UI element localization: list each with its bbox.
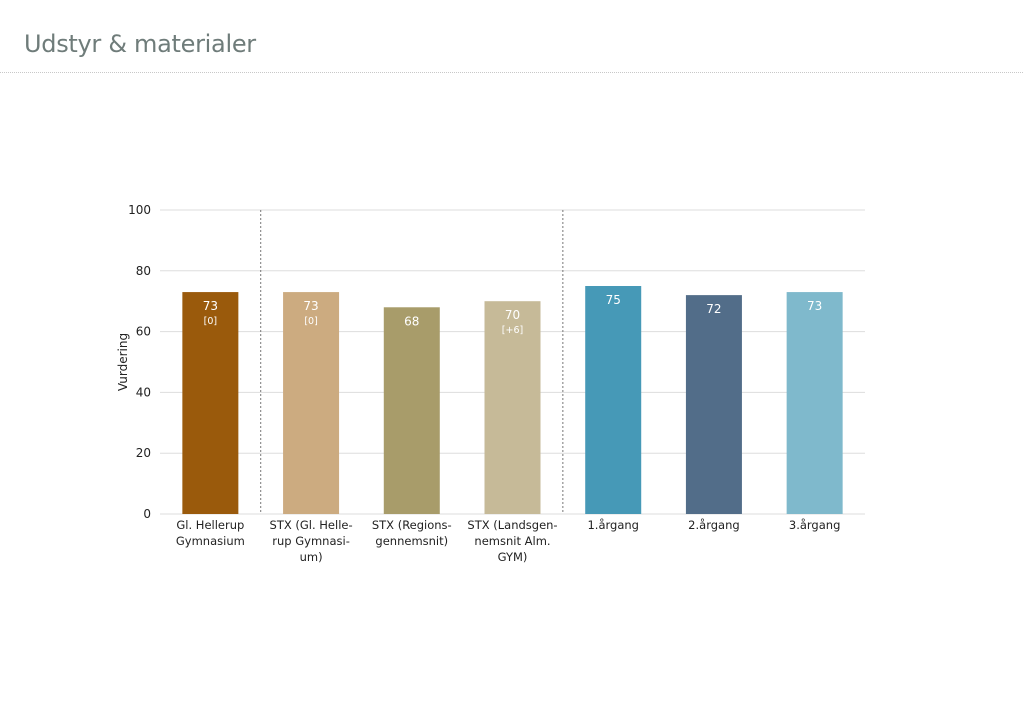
x-category-line: Gl. Hellerup [176, 518, 244, 532]
x-category-line: 1.årgang [587, 518, 638, 532]
y-tick-label: 0 [143, 507, 151, 521]
bar [182, 292, 239, 514]
y-tick-label: 20 [136, 446, 151, 460]
x-category-line: gennemsnit) [375, 534, 448, 548]
x-category-line: STX (Landsgen- [467, 518, 557, 532]
bar [786, 292, 843, 514]
y-tick-label: 60 [136, 325, 151, 339]
bar [283, 292, 340, 514]
bar-value-label: 70 [505, 308, 520, 322]
x-category-line: STX (Gl. Helle- [270, 518, 353, 532]
bar-change-label: [0] [204, 316, 217, 327]
x-category-label: STX (Regions-gennemsnit) [372, 518, 452, 548]
x-category-line: um) [300, 550, 323, 564]
x-category-label: 3.årgang [789, 518, 840, 532]
y-axis-label: Vurdering [116, 333, 130, 391]
x-category-line: 2.årgang [688, 518, 739, 532]
x-category-line: rup Gymnasi- [272, 534, 350, 548]
bar-value-label: 72 [706, 302, 721, 316]
x-category-line: STX (Regions- [372, 518, 452, 532]
x-category-line: GYM) [498, 550, 528, 564]
bar-change-label: [0] [304, 316, 317, 327]
x-category-label: 2.årgang [688, 518, 739, 532]
page-title: Udstyr & materialer [24, 30, 256, 58]
bar [585, 286, 642, 514]
bar-change-label: [+6] [502, 325, 523, 336]
x-category-line: nemsnit Alm. [474, 534, 550, 548]
x-category-line: 3.årgang [789, 518, 840, 532]
x-category-label: Gl. Hellerup Gymnasium [176, 518, 245, 548]
bar [685, 295, 742, 514]
bar [484, 301, 541, 514]
group-separators [260, 210, 564, 514]
x-axis-categories: Gl. Hellerup Gymnasium STX (Gl. Helle-rup … [176, 518, 840, 564]
y-axis-ticks: 0 20 40 60 80 100 [128, 203, 151, 521]
y-tick-label: 40 [136, 385, 151, 399]
bar-value-label: 68 [404, 314, 419, 328]
x-category-label: 1.årgang [587, 518, 638, 532]
bars [182, 286, 843, 514]
x-category-label: STX (Gl. Helle-rup Gymnasi-um) [270, 518, 353, 564]
bar-value-label: 75 [606, 293, 621, 307]
bar [383, 307, 440, 514]
bar-value-label: 73 [303, 299, 318, 313]
bar-value-label: 73 [807, 299, 822, 313]
bar-value-label: 73 [203, 299, 218, 313]
bar-labels: 73 [0] 73 [0] 68 70 [+6] 75 72 73 [203, 293, 823, 336]
x-category-line: Gymnasium [176, 534, 245, 548]
y-tick-label: 80 [136, 264, 151, 278]
title-divider [0, 72, 1023, 73]
y-tick-label: 100 [128, 203, 151, 217]
x-category-label: STX (Landsgen-nemsnit Alm. GYM) [467, 518, 557, 564]
